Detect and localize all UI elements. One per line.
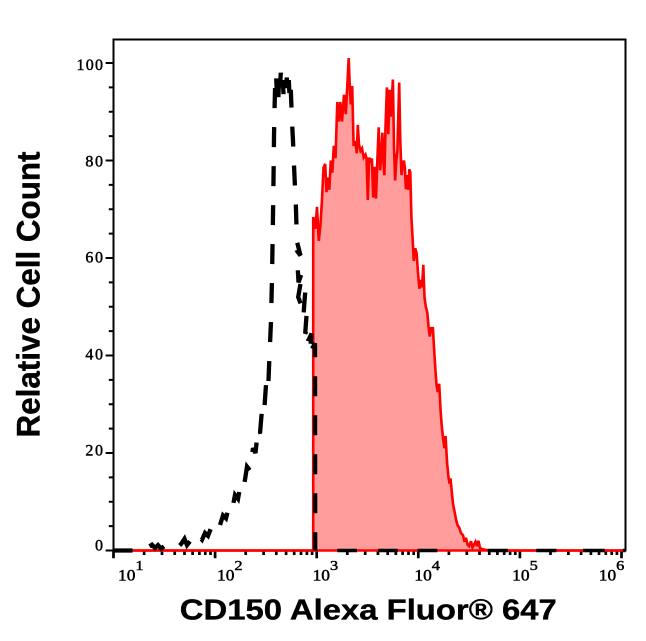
- svg-text:101: 101: [118, 559, 144, 584]
- svg-text:40: 40: [85, 347, 103, 364]
- svg-text:103: 103: [313, 559, 339, 584]
- svg-text:20: 20: [85, 443, 103, 460]
- svg-text:106: 106: [599, 559, 625, 584]
- svg-text:104: 104: [414, 559, 440, 584]
- svg-text:100: 100: [77, 57, 104, 74]
- svg-text:80: 80: [85, 154, 103, 171]
- svg-text:60: 60: [85, 250, 103, 267]
- svg-text:0: 0: [95, 538, 103, 555]
- svg-text:105: 105: [512, 559, 538, 584]
- svg-text:102: 102: [217, 559, 243, 584]
- svg-text:CD150 Alexa Fluor® 647: CD150 Alexa Fluor® 647: [180, 595, 557, 627]
- svg-text:Relative Cell Count: Relative Cell Count: [9, 151, 46, 437]
